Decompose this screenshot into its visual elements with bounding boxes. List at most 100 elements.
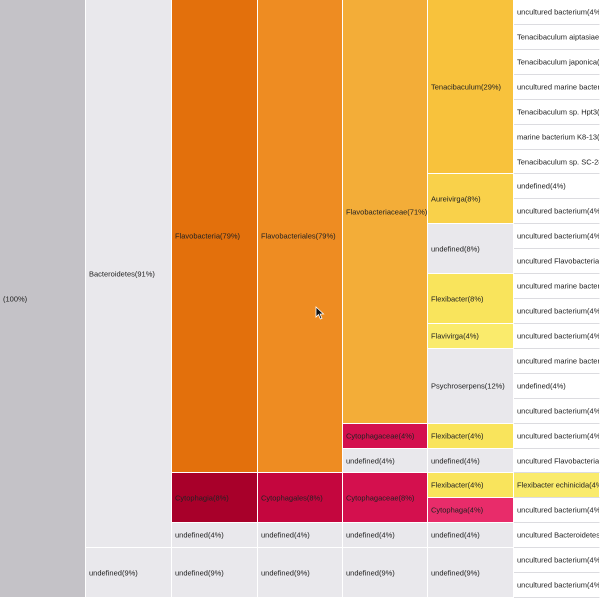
icicle-node-label: undefined(9%)	[346, 568, 395, 577]
icicle-node-undefined-9[interactable]: undefined(9%)	[343, 548, 428, 598]
icicle-node-tenacibaculum-sp-hpt3-4[interactable]: Tenacibaculum sp. Hpt3(4%)	[514, 100, 600, 125]
icicle-node-cytophaga-4[interactable]: Cytophaga(4%)	[428, 498, 514, 523]
icicle-node-label: uncultured bacterium(4%)	[517, 306, 599, 316]
icicle-node-uncultured-bacterium-4[interactable]: uncultured bacterium(4%)	[514, 199, 600, 224]
icicle-node-uncultured-bacterium-4[interactable]: uncultured bacterium(4%)	[514, 299, 600, 324]
icicle-node-label: uncultured bacterium(4%)	[517, 555, 599, 565]
icicle-node-uncultured-bacterium-4[interactable]: uncultured bacterium(4%)	[514, 573, 600, 598]
icicle-node-label: Flexibacter echinicida(4%)	[517, 480, 599, 490]
icicle-node-aureivirga-8[interactable]: Aureivirga(8%)	[428, 174, 514, 224]
icicle-node-label: Flavivirga(4%)	[431, 331, 479, 341]
icicle-node-label: undefined(4%)	[431, 530, 480, 540]
icicle-node-uncultured-marine-bacterium[interactable]: uncultured marine bacterium	[514, 75, 600, 100]
icicle-node-cytophagales-8[interactable]: Cytophagales(8%)	[258, 473, 343, 523]
icicle-node-uncultured-marine-bacterium[interactable]: uncultured marine bacterium	[514, 349, 600, 374]
icicle-node-undefined-4[interactable]: undefined(4%)	[428, 523, 514, 548]
icicle-node-label: Cytophagales(8%)	[261, 493, 323, 502]
icicle-node-label: undefined(4%)	[517, 381, 566, 391]
icicle-node-tenacibaculum-japonica-4[interactable]: Tenacibaculum japonica(4%)	[514, 50, 600, 75]
icicle-node-tenacibaculum-sp-sc-28-4[interactable]: Tenacibaculum sp. SC-28(4%)	[514, 150, 600, 174]
icicle-node-label: uncultured marine bacterium	[517, 82, 599, 92]
icicle-node-psychroserpens-12[interactable]: Psychroserpens(12%)	[428, 349, 514, 424]
icicle-node-undefined-9[interactable]: undefined(9%)	[86, 548, 172, 598]
icicle-node-bacteroidetes-91[interactable]: Bacteroidetes(91%)	[86, 0, 172, 548]
icicle-node-label: uncultured marine bacterium	[517, 281, 599, 291]
icicle-node-label: Cytophagaceae(8%)	[346, 493, 415, 502]
icicle-node-flavivirga-4[interactable]: Flavivirga(4%)	[428, 324, 514, 349]
icicle-node-label: uncultured bacterium(4%)	[517, 331, 599, 341]
icicle-node-100[interactable]: (100%)	[0, 0, 86, 598]
icicle-node-undefined-4[interactable]: undefined(4%)	[172, 523, 258, 548]
icicle-node-undefined-9[interactable]: undefined(9%)	[428, 548, 514, 598]
icicle-node-undefined-4[interactable]: undefined(4%)	[514, 374, 600, 399]
icicle-node-uncultured-bacteroidetes-ba[interactable]: uncultured Bacteroidetes ba	[514, 523, 600, 548]
icicle-node-tenacibaculum-aiptasiae-4[interactable]: Tenacibaculum aiptasiae(4%)	[514, 25, 600, 50]
icicle-node-label: Cytophagia(8%)	[175, 493, 229, 502]
icicle-node-label: uncultured marine bacterium	[517, 356, 599, 366]
icicle-node-flexibacter-4[interactable]: Flexibacter(4%)	[428, 473, 514, 498]
icicle-node-label: Psychroserpens(12%)	[431, 381, 505, 391]
icicle-node-label: undefined(9%)	[431, 568, 480, 577]
icicle-node-undefined-4[interactable]: undefined(4%)	[343, 523, 428, 548]
icicle-node-label: Flavobacteria(79%)	[175, 231, 241, 241]
icicle-node-uncultured-bacterium-4[interactable]: uncultured bacterium(4%)	[514, 399, 600, 424]
icicle-node-uncultured-bacterium-4[interactable]: uncultured bacterium(4%)	[514, 424, 600, 449]
icicle-node-undefined-9[interactable]: undefined(9%)	[172, 548, 258, 598]
icicle-node-flavobacteria-79[interactable]: Flavobacteria(79%)	[172, 0, 258, 473]
icicle-node-label: undefined(9%)	[175, 568, 224, 577]
icicle-node-uncultured-bacterium-4[interactable]: uncultured bacterium(4%)	[514, 0, 600, 25]
icicle-node-flavobacteriaceae-71[interactable]: Flavobacteriaceae(71%)	[343, 0, 428, 424]
icicle-node-label: uncultured bacterium(4%)	[517, 431, 599, 441]
icicle-node-label: Bacteroidetes(91%)	[89, 269, 155, 278]
icicle-node-label: undefined(4%)	[261, 530, 310, 540]
icicle-node-flavobacteriales-79[interactable]: Flavobacteriales(79%)	[258, 0, 343, 473]
icicle-node-label: uncultured bacterium(4%)	[517, 231, 599, 241]
icicle-node-label: undefined(4%)	[346, 456, 395, 465]
icicle-node-undefined-8[interactable]: undefined(8%)	[428, 224, 514, 274]
icicle-node-cytophagaceae-8[interactable]: Cytophagaceae(8%)	[343, 473, 428, 523]
icicle-node-uncultured-bacterium-4[interactable]: uncultured bacterium(4%)	[514, 548, 600, 573]
icicle-node-label: Cytophagaceae(4%)	[346, 431, 415, 441]
icicle-node-uncultured-marine-bacterium[interactable]: uncultured marine bacterium	[514, 274, 600, 299]
icicle-node-label: Tenacibaculum(29%)	[431, 82, 502, 91]
icicle-node-label: uncultured bacterium(4%)	[517, 580, 599, 590]
icicle-node-label: Tenacibaculum aiptasiae(4%)	[517, 32, 599, 42]
icicle-node-label: Tenacibaculum japonica(4%)	[517, 57, 599, 67]
icicle-node-flexibacter-echinicida-4[interactable]: Flexibacter echinicida(4%)	[514, 473, 600, 498]
icicle-node-undefined-4[interactable]: undefined(4%)	[258, 523, 343, 548]
icicle-node-undefined-9[interactable]: undefined(9%)	[258, 548, 343, 598]
icicle-node-cytophagia-8[interactable]: Cytophagia(8%)	[172, 473, 258, 523]
icicle-node-undefined-4[interactable]: undefined(4%)	[514, 174, 600, 199]
icicle-node-flexibacter-4[interactable]: Flexibacter(4%)	[428, 424, 514, 449]
icicle-node-tenacibaculum-29[interactable]: Tenacibaculum(29%)	[428, 0, 514, 174]
icicle-node-marine-bacterium-k8-13-4[interactable]: marine bacterium K8-13(4%)	[514, 125, 600, 150]
icicle-node-uncultured-flavobacteriales[interactable]: uncultured Flavobacteriales	[514, 449, 600, 473]
icicle-node-uncultured-bacterium-4[interactable]: uncultured bacterium(4%)	[514, 224, 600, 249]
icicle-node-label: undefined(4%)	[346, 530, 395, 540]
icicle-node-label: undefined(4%)	[431, 456, 480, 465]
icicle-node-label: uncultured bacterium(4%)	[517, 505, 599, 515]
icicle-node-cytophagaceae-4[interactable]: Cytophagaceae(4%)	[343, 424, 428, 449]
icicle-node-label: undefined(9%)	[89, 568, 138, 577]
icicle-node-label: Flexibacter(4%)	[431, 480, 484, 490]
icicle-node-uncultured-bacterium-4[interactable]: uncultured bacterium(4%)	[514, 324, 600, 349]
icicle-node-label: undefined(8%)	[431, 244, 480, 253]
icicle-node-label: Flavobacteriales(79%)	[261, 231, 336, 241]
icicle-node-label: Flexibacter(4%)	[431, 431, 484, 441]
icicle-node-label: uncultured Bacteroidetes ba	[517, 530, 599, 540]
icicle-node-label: marine bacterium K8-13(4%)	[517, 132, 599, 142]
icicle-node-label: Tenacibaculum sp. Hpt3(4%)	[517, 107, 599, 117]
icicle-node-label: Flexibacter(8%)	[431, 294, 484, 303]
icicle-node-uncultured-bacterium-4[interactable]: uncultured bacterium(4%)	[514, 498, 600, 523]
icicle-node-label: Aureivirga(8%)	[431, 194, 481, 203]
icicle-node-undefined-4[interactable]: undefined(4%)	[343, 449, 428, 473]
icicle-node-label: undefined(4%)	[175, 530, 224, 540]
icicle-node-flexibacter-8[interactable]: Flexibacter(8%)	[428, 274, 514, 324]
icicle-node-label: (100%)	[3, 294, 28, 303]
icicle-node-uncultured-flavobacteriaceae[interactable]: uncultured Flavobacteriaceae	[514, 249, 600, 274]
icicle-node-label: Cytophaga(4%)	[431, 505, 484, 515]
icicle-node-label: undefined(9%)	[261, 568, 310, 577]
icicle-node-undefined-4[interactable]: undefined(4%)	[428, 449, 514, 473]
icicle-node-label: Flavobacteriaceae(71%)	[346, 207, 427, 216]
